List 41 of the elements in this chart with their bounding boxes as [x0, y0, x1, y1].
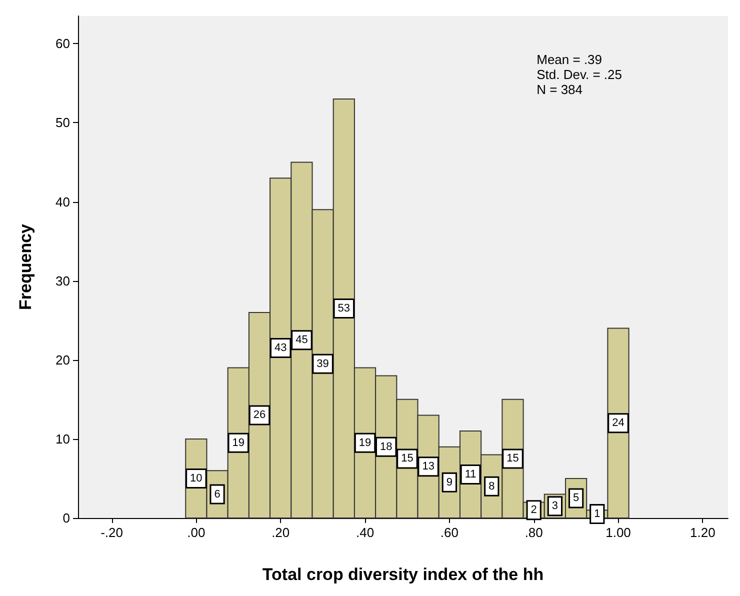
- y-tick-label: 0: [62, 510, 70, 526]
- annotation: Mean = .39: [536, 52, 602, 67]
- data-label: 39: [316, 358, 329, 370]
- y-tick-label: 10: [56, 431, 70, 446]
- x-tick-label: .60: [440, 525, 458, 540]
- y-axis-title: Frequency: [16, 223, 35, 310]
- annotation: Std. Dev. = .25: [536, 67, 622, 82]
- y-tick-label: 30: [56, 273, 70, 288]
- data-label: 13: [422, 460, 434, 473]
- data-label: 11: [464, 468, 476, 481]
- data-label: 43: [274, 342, 287, 354]
- y-tick-label: 50: [56, 115, 70, 130]
- data-label: 10: [190, 472, 202, 484]
- x-tick-label: .80: [524, 525, 543, 540]
- data-label: 19: [232, 436, 245, 449]
- data-label: 9: [446, 476, 452, 488]
- y-tick-label: 60: [56, 36, 70, 52]
- data-label: 6: [214, 488, 220, 500]
- data-label: 8: [488, 480, 495, 492]
- data-label: 2: [530, 504, 537, 516]
- data-label: 24: [612, 417, 624, 430]
- data-label: 3: [552, 500, 558, 512]
- x-tick-label: -.20: [100, 525, 123, 540]
- x-axis-title: Total crop diversity index of the hh: [262, 565, 544, 584]
- x-tick-label: .40: [356, 525, 374, 540]
- data-label: 19: [358, 436, 372, 449]
- data-label: 5: [572, 492, 580, 504]
- data-label: 45: [296, 334, 308, 346]
- x-tick-label: .00: [187, 525, 206, 540]
- data-label: 26: [253, 409, 266, 422]
- x-tick-label: 1.00: [606, 525, 631, 540]
- x-tick-label: 1.20: [690, 525, 716, 540]
- data-label: 15: [506, 452, 519, 465]
- y-tick-label: 20: [56, 352, 70, 368]
- data-label: 53: [338, 302, 350, 315]
- annotation: N = 384: [536, 82, 583, 97]
- x-tick-label: .20: [272, 525, 290, 540]
- data-label: 1: [594, 508, 600, 520]
- y-tick-label: 40: [56, 194, 70, 210]
- data-label: 15: [401, 452, 414, 465]
- data-label: 18: [380, 440, 392, 453]
